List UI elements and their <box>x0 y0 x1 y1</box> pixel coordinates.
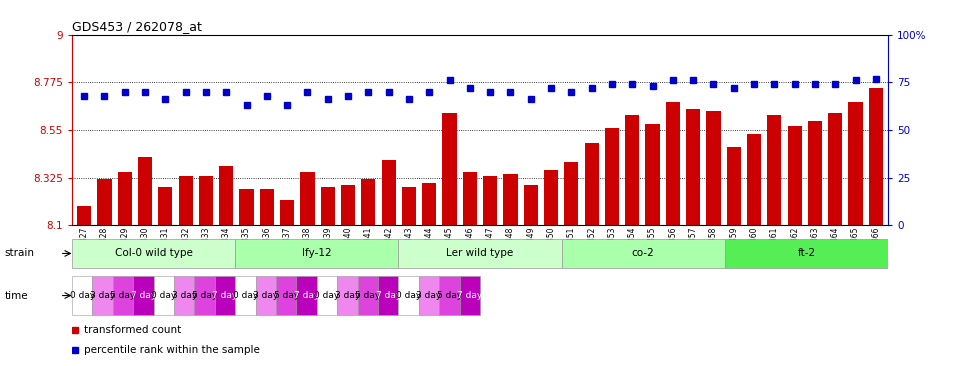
Bar <box>869 87 883 225</box>
Bar <box>440 276 460 315</box>
Text: 7 day: 7 day <box>131 291 156 300</box>
Bar <box>747 134 761 225</box>
Bar <box>665 102 680 225</box>
Bar <box>199 176 213 225</box>
Text: lfy-12: lfy-12 <box>302 249 331 258</box>
Bar <box>381 160 396 225</box>
Text: 5 day: 5 day <box>110 291 135 300</box>
Bar <box>828 113 842 225</box>
Text: 7 day: 7 day <box>212 291 238 300</box>
Bar <box>605 128 619 225</box>
Text: 5 day: 5 day <box>355 291 380 300</box>
Text: 7 day: 7 day <box>375 291 401 300</box>
Text: 0 day: 0 day <box>151 291 177 300</box>
Bar <box>544 170 558 225</box>
Text: 0 day: 0 day <box>69 291 95 300</box>
Bar <box>767 115 781 225</box>
Text: ft-2: ft-2 <box>798 249 815 258</box>
Text: time: time <box>5 291 29 300</box>
Bar <box>72 276 92 315</box>
Text: strain: strain <box>5 249 35 258</box>
Bar <box>300 172 315 225</box>
Bar <box>72 239 235 268</box>
Text: transformed count: transformed count <box>84 325 181 335</box>
Bar <box>280 200 295 225</box>
Bar <box>787 126 802 225</box>
Text: 0 day: 0 day <box>396 291 421 300</box>
Text: 3 day: 3 day <box>417 291 442 300</box>
Bar <box>337 276 357 315</box>
Bar <box>260 189 274 225</box>
Text: 0 day: 0 day <box>314 291 340 300</box>
Bar <box>483 176 497 225</box>
Bar <box>118 172 132 225</box>
Bar <box>174 276 194 315</box>
Bar <box>725 239 888 268</box>
Bar <box>523 185 538 225</box>
Bar <box>849 102 863 225</box>
Bar <box>321 187 335 225</box>
Bar <box>398 276 419 315</box>
Bar <box>460 276 480 315</box>
Bar <box>219 166 233 225</box>
Bar <box>215 276 235 315</box>
Bar <box>194 276 215 315</box>
Bar <box>77 206 91 225</box>
Text: 3 day: 3 day <box>335 291 360 300</box>
Text: percentile rank within the sample: percentile rank within the sample <box>84 346 260 355</box>
Bar <box>113 276 133 315</box>
Text: co-2: co-2 <box>632 249 655 258</box>
Bar <box>255 276 276 315</box>
Text: Col-0 wild type: Col-0 wild type <box>114 249 193 258</box>
Bar <box>625 115 639 225</box>
Bar <box>378 276 398 315</box>
Bar <box>317 276 337 315</box>
Bar <box>239 189 253 225</box>
Bar <box>138 157 153 225</box>
Bar <box>179 176 193 225</box>
Bar <box>97 179 111 225</box>
Bar <box>297 276 317 315</box>
Bar <box>158 187 173 225</box>
Text: 7 day: 7 day <box>457 291 483 300</box>
Bar <box>686 109 700 225</box>
Text: 7 day: 7 day <box>294 291 320 300</box>
Bar <box>154 276 174 315</box>
Bar <box>361 179 375 225</box>
Text: GDS453 / 262078_at: GDS453 / 262078_at <box>72 20 202 33</box>
Bar <box>585 143 599 225</box>
Bar <box>463 172 477 225</box>
Text: 5 day: 5 day <box>437 291 462 300</box>
Text: 0 day: 0 day <box>232 291 258 300</box>
Text: 5 day: 5 day <box>192 291 217 300</box>
Bar <box>503 174 517 225</box>
Bar <box>443 113 457 225</box>
Bar <box>402 187 416 225</box>
Bar <box>235 276 255 315</box>
Bar <box>92 276 113 315</box>
Text: 5 day: 5 day <box>274 291 299 300</box>
Bar <box>807 122 822 225</box>
Text: Ler wild type: Ler wild type <box>446 249 514 258</box>
Bar <box>276 276 297 315</box>
Bar <box>419 276 439 315</box>
Text: 3 day: 3 day <box>90 291 115 300</box>
Bar <box>133 276 154 315</box>
Text: 3 day: 3 day <box>172 291 197 300</box>
Bar <box>398 239 562 268</box>
Bar <box>422 183 437 225</box>
Bar <box>727 147 741 225</box>
Bar <box>235 239 398 268</box>
Bar <box>562 239 725 268</box>
Bar <box>341 185 355 225</box>
Bar <box>645 124 660 225</box>
Text: 3 day: 3 day <box>253 291 278 300</box>
Bar <box>357 276 378 315</box>
Bar <box>707 111 721 225</box>
Bar <box>564 162 579 225</box>
